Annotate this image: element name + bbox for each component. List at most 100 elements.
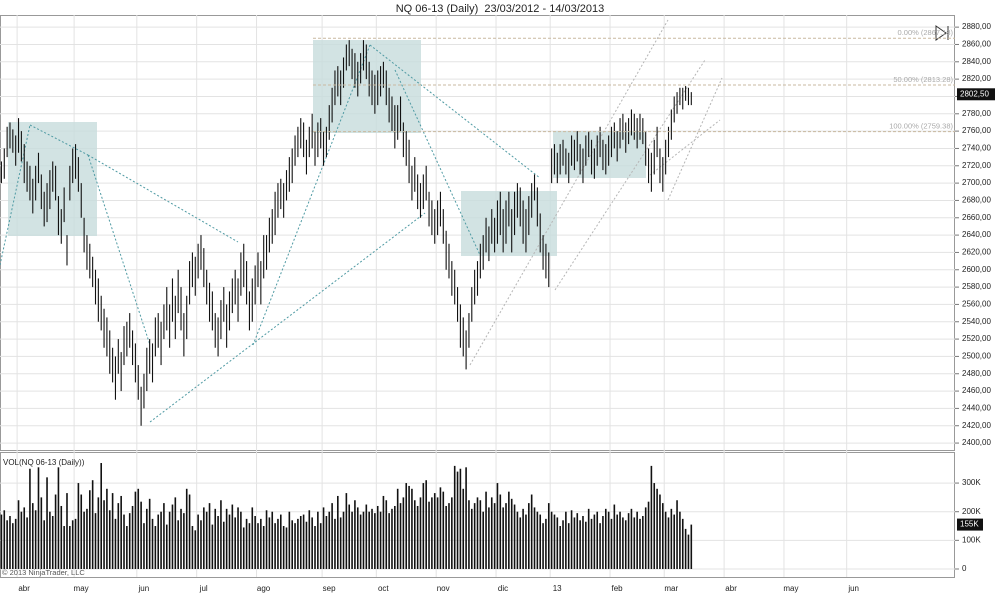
volume-bar (496, 483, 499, 569)
volume-bar (556, 517, 559, 569)
y-tick-label: 2820,00 (962, 74, 991, 83)
volume-bar (374, 513, 376, 569)
x-tick-label: jul (199, 584, 208, 593)
y-tick-label: 2480,00 (962, 369, 991, 378)
volume-bar (211, 524, 214, 569)
volume-bar (587, 508, 590, 569)
volume-bar (57, 467, 60, 569)
volume-bar (126, 526, 128, 569)
volume-bar (459, 468, 462, 569)
trend-line (252, 44, 371, 346)
volume-bar (690, 524, 693, 569)
volume-bar (559, 526, 561, 569)
volume-bar (37, 467, 40, 569)
volume-bar (240, 511, 242, 569)
volume-bar (525, 514, 527, 569)
play-icon[interactable] (935, 25, 949, 41)
volume-bar (545, 518, 547, 569)
volume-bar (425, 480, 427, 569)
volume-bar (177, 520, 179, 569)
volume-bar (362, 511, 365, 569)
volume-bar (291, 520, 294, 569)
volume-bar (508, 491, 510, 569)
volume-bar (667, 517, 670, 569)
volume-bar (371, 508, 373, 569)
volume-bar (562, 520, 564, 569)
volume-bar (231, 504, 234, 569)
volume-bar (299, 516, 302, 569)
volume-bar (40, 497, 43, 569)
y-tick-label: 2440,00 (962, 404, 991, 413)
volume-bar (413, 500, 416, 569)
volume-bar (322, 507, 325, 569)
volume-bar (650, 465, 653, 569)
volume-bar (656, 488, 658, 569)
volume-bar (405, 483, 408, 569)
volume-bar (100, 463, 103, 569)
volume-bar (80, 494, 83, 569)
volume-bar (260, 518, 262, 569)
x-tick-label: ago (257, 584, 271, 593)
volume-bar (391, 508, 393, 569)
volume-bar (217, 516, 219, 569)
volume-bar (317, 511, 319, 569)
volume-bar (402, 497, 405, 569)
channel-line (649, 119, 721, 176)
volume-bar (77, 483, 80, 569)
volume-bar (533, 507, 536, 569)
volume-bar (636, 511, 638, 569)
volume-bar (143, 523, 145, 569)
y-tick-label: 2760,00 (962, 126, 991, 135)
volume-bar (314, 526, 316, 569)
volume-bar (111, 493, 114, 569)
volume-bar (237, 507, 239, 569)
volume-bar (493, 503, 496, 569)
volume-bar (311, 517, 313, 569)
y-tick-label: 2860,00 (962, 40, 991, 49)
x-tick-label: abr (18, 584, 30, 593)
volume-bar (88, 490, 91, 569)
volume-bar (17, 500, 20, 569)
volume-bar (388, 513, 390, 569)
volume-bar (596, 511, 599, 569)
x-tick-label: may (74, 584, 89, 593)
volume-bar (644, 507, 647, 569)
volume-bar (242, 527, 245, 569)
volume-bar (197, 514, 199, 569)
volume-bar (639, 518, 641, 569)
volume-bar (539, 514, 542, 569)
volume-bar (134, 491, 137, 569)
volume-bar (485, 491, 487, 569)
volume-bar (49, 511, 51, 569)
y-tick-label: 2580,00 (962, 282, 991, 291)
volume-bar (462, 488, 465, 569)
volume-bar (590, 518, 593, 569)
fib-label: 100.00% (2759.38) (889, 122, 953, 131)
last-price-marker (957, 88, 995, 101)
volume-bar (9, 516, 11, 569)
volume-bar (23, 507, 26, 569)
trend-line (29, 124, 89, 156)
volume-bar (308, 510, 311, 569)
volume-bar (433, 493, 436, 569)
volume-bar (337, 495, 339, 569)
volume-bar (146, 508, 148, 569)
volume-bar (63, 526, 65, 569)
volume-bar (499, 494, 502, 569)
volume-bar (60, 505, 63, 569)
volume-bar (359, 514, 362, 569)
volume-bar (627, 513, 630, 569)
volume-bar (445, 505, 447, 569)
volume-bar (325, 516, 328, 569)
volume-bar (351, 511, 353, 569)
drawing-objects (0, 19, 949, 423)
volume-bar (356, 507, 359, 569)
volume-bar (567, 523, 570, 569)
volume-bar (91, 480, 94, 569)
volume-bar (174, 497, 177, 569)
y-tick-label: 2460,00 (962, 386, 991, 395)
volume-bar (519, 517, 522, 569)
volume-bar (422, 483, 425, 569)
volume-bar (676, 500, 678, 569)
volume-bar (203, 507, 205, 569)
